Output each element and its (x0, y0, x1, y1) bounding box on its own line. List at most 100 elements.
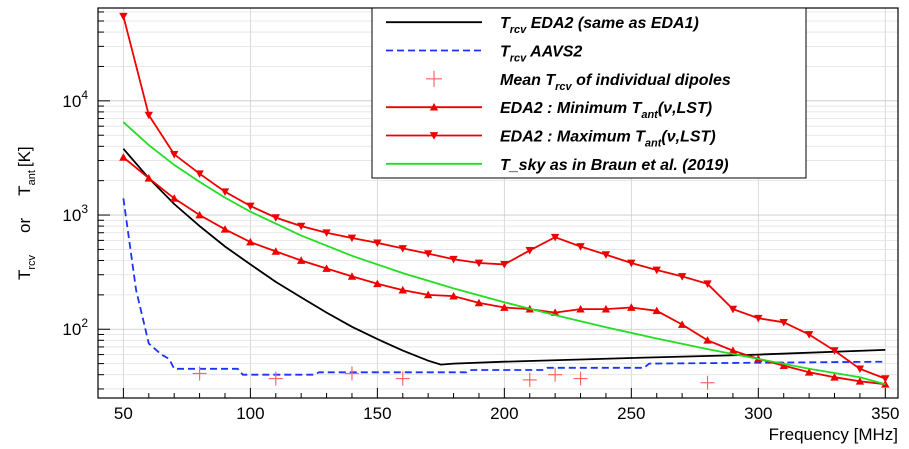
series-eda2 (122, 148, 886, 366)
point-tmax (296, 222, 306, 231)
point-tmin (855, 377, 865, 385)
series-tmax (119, 12, 890, 383)
point-tmin (144, 174, 153, 182)
point-tmax (627, 259, 636, 268)
y-title-part1-sub: rcv (26, 254, 38, 269)
point-tmax (398, 245, 407, 253)
point-tmax (855, 365, 865, 374)
x-tick-label: 350 (871, 404, 899, 423)
point-tmax (271, 214, 280, 222)
point-dipoles (192, 366, 207, 381)
point-tmax (449, 255, 458, 264)
point-tmax (881, 375, 890, 383)
point-tmax (500, 260, 509, 269)
point-tmax (220, 188, 230, 196)
y-title-part1: T (15, 270, 34, 280)
series-eda2-line (122, 148, 886, 366)
point-dipoles (268, 371, 283, 386)
x-tick-label: 250 (617, 404, 645, 423)
point-dipoles (522, 372, 537, 387)
point-tmin (169, 194, 179, 202)
point-tmax (347, 234, 357, 243)
point-tmax (754, 314, 763, 323)
point-tmax (677, 273, 687, 281)
x-tick-label: 150 (363, 404, 391, 423)
y-axis-title: Trcv or Tant [K] (15, 146, 38, 280)
legend-label-tsky: T_sky as in Braun et al. (2019) (500, 157, 729, 174)
point-tmin (627, 303, 636, 311)
point-tmax (779, 318, 788, 327)
point-dipoles (548, 367, 563, 382)
point-tmax (576, 243, 585, 251)
point-tmin (246, 237, 255, 246)
legend-item-dipoles: Mean Trcv of individual dipoles (426, 70, 731, 93)
point-tmin (500, 303, 509, 311)
legend-item-aavs2: Trcv AAVS2 (386, 44, 582, 65)
point-dipoles (395, 371, 410, 386)
point-tmax (550, 233, 560, 242)
point-dipoles (573, 371, 588, 386)
point-tmax (373, 239, 382, 248)
point-tmin (601, 304, 611, 313)
point-tmax (119, 12, 128, 21)
point-tmin (347, 272, 357, 280)
point-tmax (474, 259, 484, 268)
point-tmin (779, 361, 788, 370)
point-tmax (652, 266, 661, 275)
series-layer (119, 12, 890, 390)
svg-text:TrcvorTant[K]: Trcv or Tant [K] (15, 146, 38, 280)
point-tmax (322, 229, 331, 237)
point-tmax (804, 331, 814, 339)
series-tsky (122, 121, 886, 386)
point-tmin (220, 225, 230, 233)
legend-label-tmax: EDA2 : Maximum Tant(ν,LST) (500, 129, 716, 150)
legend-label-tmin: EDA2 : Minimum Tant(ν,LST) (500, 100, 712, 121)
legend-label-aavs2: Trcv AAVS2 (500, 44, 582, 65)
point-tmin (830, 373, 839, 381)
y-tick-label: 104 (62, 88, 88, 111)
point-tmax (830, 347, 839, 355)
x-tick-label: 50 (114, 404, 133, 423)
y-tick-label: 103 (62, 202, 88, 225)
axis-ticks: 50 100 150 200 250 300 350 102 103 104 (62, 11, 899, 423)
series-tsky-line (122, 121, 886, 386)
point-tmin (195, 210, 204, 219)
legend: Trcv EDA2 (same as EDA1) Trcv AAVS2 Mean T… (371, 7, 807, 179)
point-tmax (423, 250, 433, 258)
point-tmax (525, 247, 534, 255)
point-tmin (296, 256, 306, 264)
y-title-part2-sub: ant (26, 170, 38, 185)
point-tmax (601, 251, 611, 259)
point-tmax (144, 111, 153, 120)
point-tmax (169, 150, 179, 159)
legend-label-eda2: Trcv EDA2 (same as EDA1) (500, 15, 699, 36)
series-aavs2 (122, 198, 886, 376)
legend-marker (426, 70, 442, 87)
point-tmin (576, 304, 585, 313)
legend-item-tsky: T_sky as in Braun et al. (2019) (386, 157, 729, 174)
x-tick-label: 300 (744, 404, 772, 423)
legend-item-tmax: EDA2 : Maximum Tant(ν,LST) (386, 129, 716, 150)
series-dipoles (192, 366, 715, 390)
point-tmin (423, 290, 433, 299)
point-tmin (703, 336, 712, 344)
x-tick-label: 100 (236, 404, 264, 423)
y-title-unit: [K] (15, 146, 34, 167)
legend-marker (429, 132, 439, 140)
legend-marker (429, 102, 439, 111)
point-tmin (119, 153, 128, 161)
x-axis-title: Frequency [MHz] (769, 425, 898, 444)
y-title-or: or (15, 217, 34, 232)
legend-label-dipoles: Mean Trcv of individual dipoles (500, 72, 731, 93)
point-tmin (449, 291, 458, 300)
point-tmin (804, 368, 814, 376)
series-aavs2-line (122, 198, 886, 376)
x-tick-label: 200 (490, 404, 518, 423)
legend-box (371, 7, 807, 179)
point-tmin (728, 346, 738, 354)
y-title-part2: T (15, 185, 34, 195)
point-tmax (728, 305, 738, 314)
legend-item-eda2: Trcv EDA2 (same as EDA1) (386, 15, 699, 36)
point-tmax (195, 170, 204, 178)
